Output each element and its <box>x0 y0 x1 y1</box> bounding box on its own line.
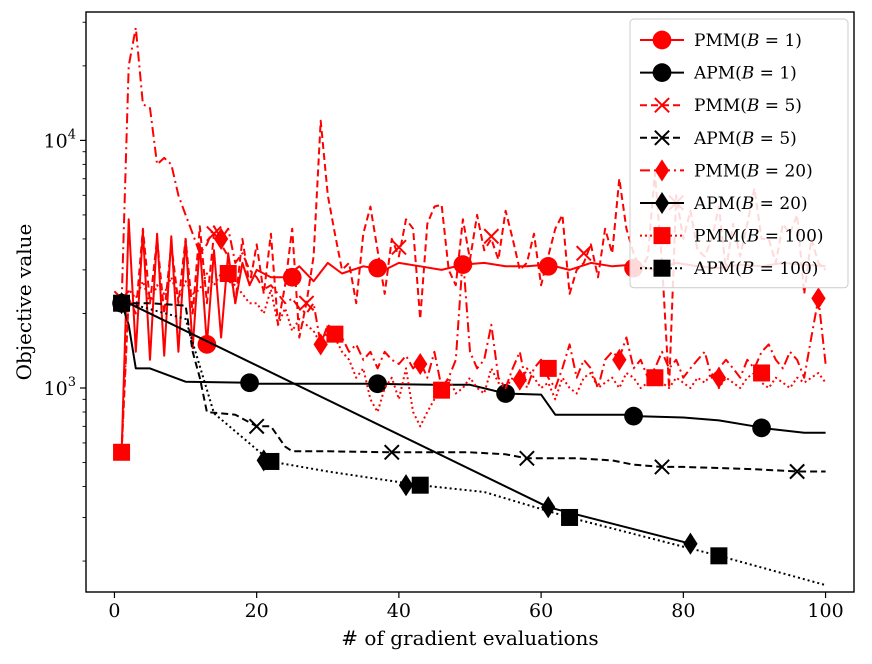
series-4-marker <box>612 348 627 371</box>
x-tick-label: 80 <box>671 600 695 622</box>
legend-marker <box>653 227 671 245</box>
legend: PMM(B = 1) APM(B = 1) PMM(B = 5) APM(B = 5)… <box>629 18 849 289</box>
series-6-marker <box>113 443 131 461</box>
x-tick-label: 60 <box>529 600 553 622</box>
series-4-marker <box>213 227 229 250</box>
legend-marker <box>653 259 671 277</box>
x-tick-label: 0 <box>108 600 120 622</box>
legend-entry-7: APM(B = 100) <box>640 259 818 279</box>
series-6 <box>113 265 827 461</box>
series-7-marker <box>561 508 579 526</box>
x-tick-label: 100 <box>807 600 843 622</box>
legend-entry-0: PMM(B = 1) <box>640 30 802 51</box>
ticks-layer: 0 20 40 60 80 100 103 104 <box>44 21 844 622</box>
series-1-marker <box>752 418 771 438</box>
series-2-marker <box>575 245 592 262</box>
legend-frame <box>629 18 849 289</box>
x-tick-label: 40 <box>387 600 411 622</box>
legend-label: PMM(B = 20) <box>694 161 813 181</box>
legend-entry-3: APM(B = 5) <box>640 129 797 149</box>
series-3-marker <box>789 463 805 480</box>
series-4-marker <box>413 352 428 376</box>
series-3-marker <box>654 459 670 475</box>
series-4-marker <box>811 287 826 310</box>
x-tick-label: 20 <box>245 600 269 622</box>
series-0-marker <box>368 258 387 278</box>
legend-label: PMM(B = 5) <box>694 96 802 116</box>
series-line-4 <box>120 26 827 389</box>
legend-marker <box>654 129 670 146</box>
series-7-marker <box>710 547 728 565</box>
series-2-marker <box>483 228 500 245</box>
series-1-marker <box>240 373 259 393</box>
legend-entry-2: PMM(B = 5) <box>640 96 802 116</box>
series-5-marker <box>683 532 698 555</box>
x-axis-label: # of gradient evaluations <box>341 626 598 650</box>
series-5-marker <box>398 474 414 497</box>
series-4-marker <box>512 368 527 391</box>
series-3-marker <box>519 450 535 467</box>
series-7-marker <box>262 452 280 470</box>
legend-marker <box>654 191 670 215</box>
series-7 <box>113 294 826 587</box>
series-1-marker <box>496 384 515 403</box>
legend-marker <box>654 159 670 182</box>
legend-marker <box>652 30 672 50</box>
legend-entry-6: PMM(B = 100) <box>640 227 824 247</box>
series-0-marker <box>538 256 558 276</box>
series-3-marker <box>248 418 265 435</box>
legend-entry-4: PMM(B = 20) <box>640 159 813 182</box>
series-7-marker <box>411 476 429 494</box>
series-6-marker <box>753 364 771 382</box>
series-6-marker <box>326 325 344 343</box>
legend-marker <box>652 63 672 82</box>
legend-label: APM(B = 1) <box>693 64 797 84</box>
series-6-marker <box>433 381 451 399</box>
series-6-marker <box>646 369 664 387</box>
series-6-marker <box>219 265 237 283</box>
series-4 <box>120 26 827 391</box>
legend-label: APM(B = 100) <box>693 259 818 279</box>
plot-frame <box>85 11 855 593</box>
series-6-marker <box>539 359 557 377</box>
legend-entry-5: APM(B = 20) <box>640 191 808 215</box>
series-7-marker <box>113 294 131 312</box>
y-tick-label: 104 <box>44 127 76 152</box>
series-line-7 <box>121 302 826 587</box>
series-line-1 <box>120 302 826 434</box>
series-1-marker <box>624 406 643 426</box>
legend-entry-1: APM(B = 1) <box>640 63 797 84</box>
series-3-marker <box>383 444 400 461</box>
series-2-marker <box>391 239 407 256</box>
legend-label: APM(B = 20) <box>693 194 808 214</box>
legend-marker <box>654 97 670 114</box>
legend-label: PMM(B = 100) <box>694 227 824 247</box>
series-1-marker <box>368 374 387 394</box>
y-tick-label: 103 <box>44 375 76 400</box>
legend-label: PMM(B = 1) <box>694 31 802 51</box>
legend-label: APM(B = 5) <box>693 129 797 149</box>
y-axis-label: Objective value <box>12 224 36 381</box>
